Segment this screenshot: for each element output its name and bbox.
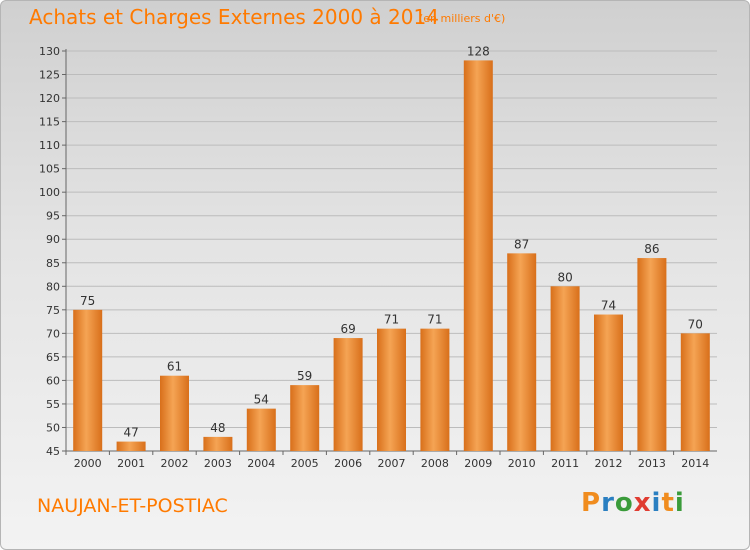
logo-letter: x	[633, 488, 652, 518]
value-label: 70	[688, 317, 703, 331]
x-tick-label: 2008	[421, 457, 449, 470]
x-tick-label: 2000	[74, 457, 102, 470]
bar-2003	[203, 436, 233, 451]
bar-2008	[420, 328, 450, 451]
y-tick-label: 130	[39, 45, 60, 58]
y-tick-label: 60	[46, 374, 60, 387]
bar-2004	[246, 408, 276, 451]
value-label: 75	[80, 294, 95, 308]
value-label: 74	[601, 299, 616, 313]
value-label: 128	[467, 44, 490, 58]
bar-2011	[550, 286, 580, 451]
y-tick-label: 80	[46, 280, 60, 293]
value-label: 86	[644, 242, 659, 256]
y-tick-label: 100	[39, 186, 60, 199]
y-tick-label: 110	[39, 139, 60, 152]
value-label: 87	[514, 237, 529, 251]
location-name: NAUJAN-ET-POSTIAC	[37, 495, 228, 517]
bar-2013	[637, 258, 667, 451]
bar-2006	[333, 338, 363, 451]
value-label: 48	[210, 421, 225, 435]
labels: 45 50 55 60 65 70 75 80 85 90 95 100 105 110 115 120 125…	[39, 44, 709, 470]
x-tick-label: 2006	[334, 457, 362, 470]
x-tick-label: 2001	[117, 457, 145, 470]
bar-2009	[463, 60, 493, 451]
value-label: 80	[557, 270, 572, 284]
y-tick-label: 50	[46, 421, 60, 434]
y-tick-label: 85	[46, 257, 60, 270]
bar-2001	[116, 441, 146, 451]
value-label: 47	[123, 426, 138, 440]
proxiti-logo: Proxiti	[581, 488, 685, 518]
chart-subtitle: (en milliers d'€)	[419, 12, 506, 25]
bar-2000	[73, 309, 103, 451]
bar-2005	[290, 385, 320, 451]
x-tick-label: 2003	[204, 457, 232, 470]
bars	[73, 60, 710, 451]
y-tick-label: 75	[46, 304, 60, 317]
y-tick-label: 70	[46, 327, 60, 340]
x-tick-label: 2011	[551, 457, 579, 470]
x-tick-label: 2005	[291, 457, 319, 470]
value-label: 71	[384, 313, 399, 327]
y-tick-label: 115	[39, 116, 60, 129]
bar-2010	[507, 253, 537, 451]
x-tick-label: 2007	[378, 457, 406, 470]
value-label: 54	[254, 393, 269, 407]
y-tick-label: 95	[46, 210, 60, 223]
x-tick-label: 2002	[161, 457, 189, 470]
bar-2014	[680, 333, 710, 451]
logo-letter: o	[614, 488, 634, 518]
y-tick-label: 65	[46, 351, 60, 364]
x-tick-label: 2012	[595, 457, 623, 470]
logo-letter: t	[661, 488, 675, 518]
bar-2002	[160, 375, 189, 451]
y-tick-label: 55	[46, 398, 60, 411]
x-tick-label: 2004	[247, 457, 275, 470]
x-tick-label: 2014	[681, 457, 709, 470]
y-tick-label: 105	[39, 163, 60, 176]
logo-letter: i	[651, 488, 662, 518]
value-label: 69	[340, 322, 355, 336]
value-label: 61	[167, 360, 182, 374]
logo-letter: i	[674, 488, 685, 518]
logo-letter: r	[601, 488, 615, 518]
chart-title: Achats et Charges Externes 2000 à 2014	[29, 5, 439, 29]
value-label: 59	[297, 369, 312, 383]
y-tick-label: 45	[46, 445, 60, 458]
bar-2007	[377, 328, 406, 451]
logo-letter: P	[581, 488, 602, 518]
x-tick-label: 2010	[508, 457, 536, 470]
y-tick-label: 125	[39, 69, 60, 82]
value-label: 71	[427, 313, 442, 327]
x-tick-label: 2013	[638, 457, 666, 470]
x-tick-label: 2009	[464, 457, 492, 470]
y-tick-label: 120	[39, 92, 60, 105]
bar-2012	[594, 314, 623, 451]
y-tick-label: 90	[46, 233, 60, 246]
